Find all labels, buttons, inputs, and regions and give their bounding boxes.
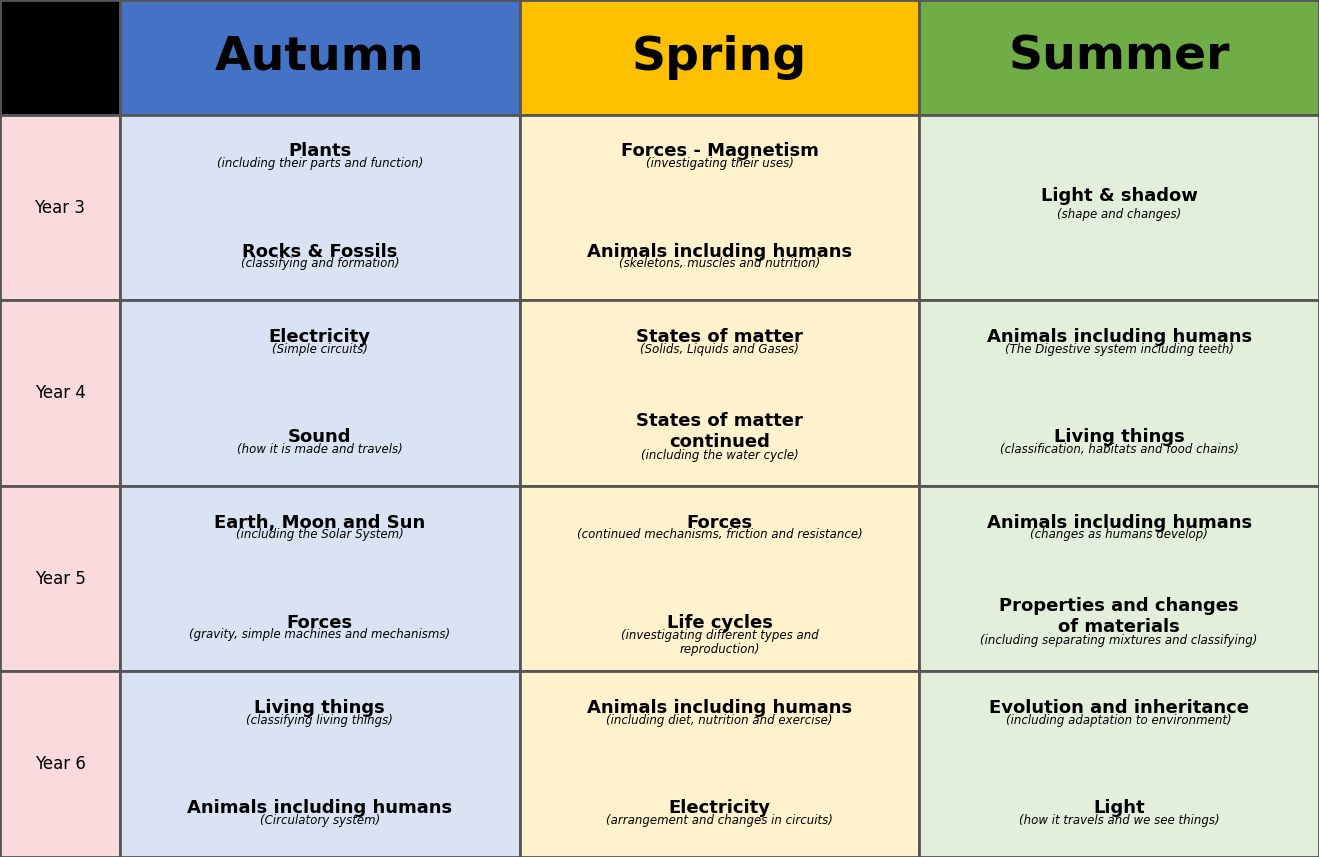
Bar [919,486,1319,672]
Text: (how it travels and we see things): (how it travels and we see things) [1018,814,1220,827]
Text: (The Digestive system including teeth): (The Digestive system including teeth) [1005,343,1233,356]
Bar [919,301,1319,486]
Text: Living things: Living things [255,699,385,717]
Text: (shape and changes): (shape and changes) [1057,207,1182,220]
Text: (including separating mixtures and classifying): (including separating mixtures and class… [980,634,1258,647]
Text: States of matter
continued: States of matter continued [636,411,803,451]
Text: Animals including humans: Animals including humans [587,243,852,261]
Text: (investigating different types and
reproduction): (investigating different types and repro… [621,629,818,656]
Text: Year 4: Year 4 [34,384,86,402]
Text: Summer: Summer [1009,35,1229,80]
Bar [0,672,120,857]
Bar [520,0,919,115]
Text: Animals including humans: Animals including humans [587,699,852,717]
Text: (including the Solar System): (including the Solar System) [236,528,404,541]
Text: (arrangement and changes in circuits): (arrangement and changes in circuits) [605,814,834,827]
Bar [520,486,919,672]
Text: (classification, habitats and food chains): (classification, habitats and food chain… [1000,443,1239,456]
Bar [0,301,120,486]
Text: (investigating their uses): (investigating their uses) [645,157,794,170]
Bar [919,672,1319,857]
Text: (including adaptation to environment): (including adaptation to environment) [1006,714,1232,727]
Text: Animals including humans: Animals including humans [987,513,1252,531]
Text: Autumn: Autumn [215,35,425,80]
Text: Forces: Forces [286,614,353,632]
Text: Earth, Moon and Sun: Earth, Moon and Sun [214,513,426,531]
Text: Year 6: Year 6 [34,755,86,773]
Text: (classifying living things): (classifying living things) [247,714,393,727]
Bar [0,115,120,301]
Text: (including their parts and function): (including their parts and function) [216,157,423,170]
Text: (including the water cycle): (including the water cycle) [641,449,798,462]
Text: (Simple circuits): (Simple circuits) [272,343,368,356]
Text: (Solids, Liquids and Gases): (Solids, Liquids and Gases) [640,343,799,356]
Text: (continued mechanisms, friction and resistance): (continued mechanisms, friction and resi… [576,528,863,541]
Bar [0,486,120,672]
Text: (including diet, nutrition and exercise): (including diet, nutrition and exercise) [607,714,832,727]
Text: (changes as humans develop): (changes as humans develop) [1030,528,1208,541]
Text: Spring: Spring [632,35,807,80]
Text: Rocks & Fossils: Rocks & Fossils [243,243,397,261]
Text: Forces: Forces [686,513,753,531]
Text: Evolution and inheritance: Evolution and inheritance [989,699,1249,717]
Text: (how it is made and travels): (how it is made and travels) [237,443,402,456]
Text: Forces - Magnetism: Forces - Magnetism [620,142,819,160]
Text: Animals including humans: Animals including humans [187,800,452,818]
Bar [919,0,1319,115]
Text: Animals including humans: Animals including humans [987,328,1252,346]
Text: States of matter: States of matter [636,328,803,346]
Text: Year 5: Year 5 [34,570,86,588]
Text: Properties and changes
of materials: Properties and changes of materials [1000,597,1239,636]
Text: Electricity: Electricity [669,800,770,818]
Text: Light & shadow: Light & shadow [1041,188,1198,206]
Bar [520,301,919,486]
Text: Year 3: Year 3 [34,199,86,217]
Text: (classifying and formation): (classifying and formation) [240,257,400,270]
Bar [120,672,520,857]
Text: Plants: Plants [289,142,351,160]
Bar [919,115,1319,301]
Text: Electricity: Electricity [269,328,371,346]
Text: Sound: Sound [288,428,352,446]
Text: (Circulatory system): (Circulatory system) [260,814,380,827]
Bar [120,301,520,486]
Text: Living things: Living things [1054,428,1184,446]
Bar [120,115,520,301]
Bar [120,0,520,115]
Bar [0,0,120,115]
Text: (skeletons, muscles and nutrition): (skeletons, muscles and nutrition) [619,257,820,270]
Bar [120,486,520,672]
Text: Life cycles: Life cycles [666,614,773,632]
Bar [520,115,919,301]
Text: Light: Light [1093,800,1145,818]
Text: (gravity, simple machines and mechanisms): (gravity, simple machines and mechanisms… [190,628,450,641]
Bar [520,672,919,857]
